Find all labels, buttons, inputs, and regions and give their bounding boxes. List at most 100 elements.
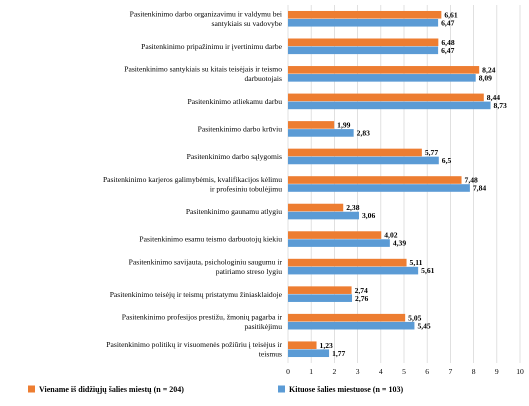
data-label: 4,02 — [384, 231, 397, 240]
legend-swatch — [28, 385, 35, 393]
data-label: 8,24 — [482, 65, 495, 74]
category-label: Pasitenkinimo darbo sąlygomis — [187, 152, 282, 161]
data-label: 6,5 — [442, 156, 452, 165]
legend-label: Viename iš didžiųjų šalies miestų (n = 2… — [39, 385, 184, 394]
bar-big-cities — [288, 10, 442, 19]
category-label: Pasitenkinimo darbo organizavimu ir vald… — [130, 10, 283, 29]
legend-layer: Viename iš didžiųjų šalies miestų (n = 2… — [28, 385, 403, 394]
data-label: 8,73 — [494, 101, 507, 110]
bar-big-cities — [288, 313, 406, 322]
x-tick-label: 5 — [402, 367, 406, 376]
category-label-line: teismus — [259, 350, 282, 359]
data-label: 5,05 — [408, 313, 421, 322]
bar-big-cities — [288, 148, 422, 157]
x-tick-label: 7 — [449, 367, 453, 376]
labels-layer: Pasitenkinimo darbo organizavimu ir vald… — [103, 10, 507, 359]
axis-layer: 0 1 2 3 4 5 6 7 8 9 10 — [286, 367, 524, 376]
data-label: 1,23 — [320, 341, 333, 350]
bar-other-cities — [288, 266, 419, 275]
x-tick-label: 3 — [356, 367, 360, 376]
bar-other-cities — [288, 18, 439, 27]
data-label: 5,61 — [421, 266, 434, 275]
legend-label: Kituose šalies miestuose (n = 103) — [289, 385, 403, 394]
data-label: 3,06 — [362, 211, 375, 220]
category-label: Pasitenkinimo karjeros galimybėmis, kval… — [103, 175, 282, 194]
data-label: 6,47 — [441, 46, 454, 55]
data-label: 2,83 — [357, 129, 370, 138]
category-label-line: Pasitenkinimo darbo krūviu — [198, 125, 283, 134]
category-label-line: Pasitenkinimo esamu teismo darbuotojų ki… — [139, 235, 282, 244]
category-label-line: pasitikėjimu — [244, 322, 282, 331]
data-label: 1,99 — [337, 121, 350, 130]
category-label: Pasitenkinimo santykiais su kitais teisė… — [124, 65, 282, 84]
data-label: 1,77 — [332, 349, 345, 358]
x-tick-label: 8 — [472, 367, 476, 376]
data-label: 6,61 — [444, 10, 457, 19]
category-label-line: Pasitenkinimo santykiais su kitais teisė… — [124, 65, 282, 74]
data-label: 5,45 — [417, 321, 430, 330]
category-label: Pasitenkinimo pripažinimu ir įvertinimu … — [141, 42, 283, 51]
category-label-line: ir profesiniu tobulėjimu — [210, 184, 282, 193]
bar-other-cities — [288, 74, 476, 82]
category-label-line: patiriamo streso lygiu — [216, 267, 282, 276]
data-label: 5,77 — [425, 148, 438, 157]
data-label: 8,09 — [479, 73, 492, 82]
bar-other-cities — [288, 321, 415, 330]
bar-other-cities — [288, 239, 390, 247]
category-label-line: Pasitenkinimo darbo organizavimu ir vald… — [130, 10, 282, 19]
category-label-line: Pasitenkinimo darbo sąlygomis — [187, 152, 282, 161]
bar-big-cities — [288, 93, 484, 102]
category-label-line: Pasitenkinimo teisėjų ir teismų pristaty… — [110, 290, 283, 299]
bar-big-cities — [288, 38, 439, 47]
category-label-line: Pasitenkinimo atliekamu darbu — [188, 97, 283, 106]
category-label-line: Pasitenkinimo gaunamu atlygiu — [186, 207, 282, 216]
x-tick-label: 4 — [379, 367, 383, 376]
data-label: 4,39 — [393, 239, 406, 248]
category-label-line: Pasitenkinimo savijauta, psichologiniu s… — [129, 257, 283, 266]
grid-layer — [287, 5, 521, 363]
legend-swatch — [278, 385, 285, 393]
bar-big-cities — [288, 203, 344, 212]
bar-other-cities — [288, 211, 359, 220]
category-label: Pasitenkinimo esamu teismo darbuotojų ki… — [139, 235, 282, 244]
data-label: 7,48 — [465, 176, 478, 185]
category-label-line: Pasitenkinimo profesijos prestižu, žmoni… — [122, 312, 283, 321]
category-label: Pasitenkinimo darbo krūviu — [198, 125, 283, 134]
data-label: 2,76 — [355, 294, 368, 303]
category-label-line: Pasitenkinimo politikų ir visuomenės pož… — [106, 340, 282, 349]
bar-other-cities — [288, 156, 439, 165]
x-tick-label: 6 — [425, 367, 429, 376]
bar-other-cities — [288, 101, 491, 110]
category-label-line: darbuotojais — [244, 74, 282, 83]
bar-big-cities — [288, 121, 335, 129]
bar-big-cities — [288, 286, 352, 294]
category-label-line: santykiais su vadovybe — [212, 19, 283, 28]
data-label: 7,84 — [473, 184, 486, 193]
bar-other-cities — [288, 349, 330, 358]
x-tick-label: 1 — [309, 367, 313, 376]
data-label: 5,11 — [410, 258, 423, 267]
category-label-line: Pasitenkinimo karjeros galimybėmis, kval… — [103, 175, 282, 184]
bar-big-cities — [288, 258, 407, 267]
bar-big-cities — [288, 231, 382, 239]
bar-big-cities — [288, 341, 317, 350]
bar-other-cities — [288, 184, 470, 192]
data-label: 6,47 — [441, 18, 454, 27]
bar-big-cities — [288, 66, 480, 74]
category-label: Pasitenkinimo savijauta, psichologiniu s… — [129, 257, 283, 276]
category-label: Pasitenkinimo teisėjų ir teismų pristaty… — [110, 290, 283, 299]
data-label: 2,74 — [355, 286, 368, 295]
x-tick-label: 2 — [333, 367, 337, 376]
data-label: 6,48 — [441, 38, 454, 47]
x-tick-label: 0 — [286, 367, 290, 376]
data-label: 2,38 — [346, 203, 359, 212]
bar-other-cities — [288, 46, 439, 55]
bar-big-cities — [288, 176, 462, 184]
category-label: Pasitenkinimo profesijos prestižu, žmoni… — [122, 312, 283, 331]
bar-other-cities — [288, 129, 354, 137]
category-label-line: Pasitenkinimo pripažinimu ir įvertinimu … — [141, 42, 283, 51]
category-label: Pasitenkinimo atliekamu darbu — [188, 97, 283, 106]
x-tick-label: 9 — [495, 367, 499, 376]
